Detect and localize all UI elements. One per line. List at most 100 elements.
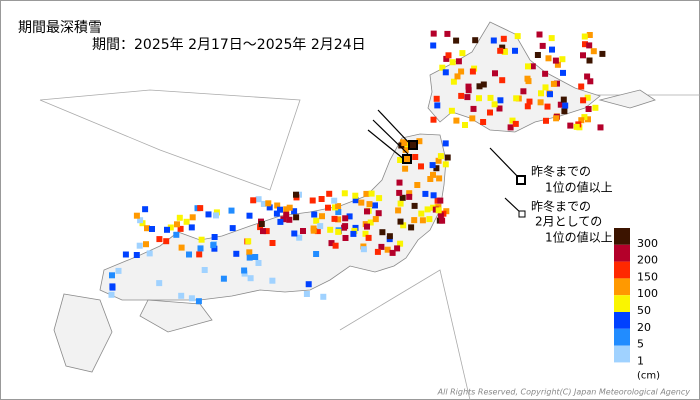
station [465, 83, 472, 90]
station [186, 251, 192, 258]
station [346, 213, 353, 220]
station [394, 245, 401, 252]
station [247, 275, 254, 282]
station [305, 281, 312, 288]
station [554, 61, 561, 68]
station [133, 212, 140, 219]
station [424, 206, 431, 213]
legend-swatch [614, 328, 630, 346]
station [363, 190, 370, 197]
station [408, 224, 415, 231]
station [487, 109, 493, 116]
station [396, 189, 403, 196]
station [550, 80, 557, 87]
annotation-line: 1位の値以上 [545, 180, 613, 195]
station [497, 47, 504, 54]
station [379, 229, 386, 236]
station [374, 248, 381, 255]
station [372, 202, 378, 209]
station [326, 190, 333, 197]
station [258, 221, 265, 227]
station [384, 246, 391, 253]
station [335, 216, 342, 223]
station [109, 272, 115, 279]
station [360, 246, 367, 253]
station [557, 101, 564, 108]
station [397, 157, 404, 163]
legend-swatch [614, 261, 630, 279]
station [416, 138, 423, 145]
station [332, 242, 339, 249]
station [524, 75, 531, 82]
station [450, 78, 457, 85]
station [293, 214, 300, 221]
legend-label: 50 [637, 304, 651, 317]
station [257, 224, 264, 231]
station [437, 153, 444, 160]
station [539, 42, 546, 49]
station [350, 230, 357, 237]
station [512, 120, 519, 127]
station [211, 245, 218, 252]
station [310, 225, 317, 232]
station [178, 292, 185, 299]
station [411, 202, 418, 209]
station [396, 179, 403, 186]
station [526, 98, 533, 105]
station [313, 251, 320, 257]
station [197, 245, 204, 252]
station [205, 211, 212, 218]
station [397, 200, 404, 207]
station [293, 191, 299, 198]
station [469, 115, 476, 122]
legend-unit: (cm) [637, 370, 660, 381]
station [586, 32, 593, 38]
station [476, 95, 482, 102]
station [538, 90, 544, 97]
station [331, 215, 338, 222]
station [549, 46, 555, 53]
station [397, 240, 404, 247]
station [560, 96, 567, 103]
station [439, 217, 446, 224]
station [283, 206, 290, 213]
station [211, 234, 218, 240]
station [319, 213, 325, 220]
station [167, 224, 174, 231]
station [255, 196, 262, 203]
station [309, 197, 316, 204]
period: 期間：2025年 2月17日～2025年 2月24日 [92, 37, 366, 53]
station [335, 209, 342, 215]
legend-label: 20 [637, 321, 651, 334]
station [402, 146, 409, 153]
station [437, 212, 444, 219]
station [426, 216, 433, 223]
station [542, 84, 549, 91]
station [252, 254, 259, 260]
annotation-line: 昨冬までの [531, 199, 591, 214]
station [412, 154, 419, 160]
station [277, 206, 283, 213]
station [430, 42, 437, 49]
stations [108, 30, 606, 305]
station [164, 226, 170, 233]
station [597, 124, 604, 131]
station [386, 233, 393, 240]
station [246, 254, 253, 261]
station [590, 48, 597, 55]
station [442, 161, 449, 168]
station [499, 44, 506, 51]
station [341, 190, 348, 197]
station [497, 97, 504, 104]
station [514, 33, 521, 40]
station [156, 236, 163, 243]
station [332, 204, 338, 211]
station [427, 176, 434, 182]
station [342, 215, 349, 222]
station [561, 108, 568, 115]
station [196, 251, 203, 258]
station [228, 207, 235, 214]
station [342, 235, 349, 241]
station [422, 190, 429, 197]
station [176, 214, 183, 221]
